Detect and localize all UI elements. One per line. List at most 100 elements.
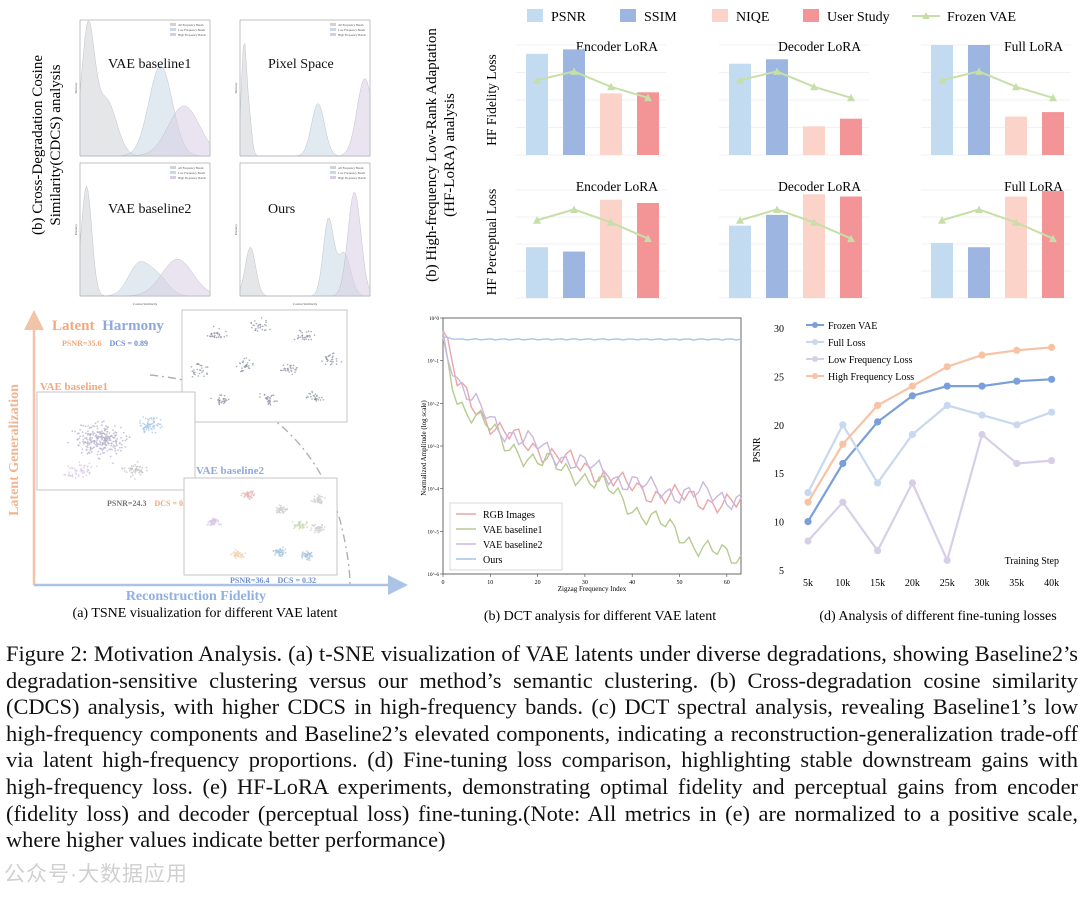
tsne-baseline2-box (183, 477, 338, 576)
psnr-ticks: 5 10 15 20 25 30 5k 10k 15k 20k 25k 30k 35k 40k (774, 324, 1059, 589)
tsne-point (139, 424, 142, 427)
tsne-point (329, 360, 332, 363)
tsne-point (161, 425, 163, 428)
tsne-point (97, 450, 100, 453)
tsne-point (301, 336, 304, 339)
figure-2: (b) Cross-Degradation Cosine Similarity(… (7, 9, 1071, 624)
dct-legend-label: VAE baseline2 (483, 540, 543, 551)
frozen-vae-marker (1012, 82, 1020, 91)
tsne-point (308, 555, 311, 558)
psnr-point (804, 537, 812, 545)
tsne-point (219, 401, 221, 404)
tsne-point (68, 473, 70, 475)
tsne-point (321, 396, 323, 399)
tsne-point (248, 367, 251, 370)
tsne-point (109, 439, 112, 442)
tsne-point (275, 509, 278, 512)
tsne-point (83, 464, 86, 467)
tsne-point (228, 398, 230, 401)
tsne-point (104, 437, 106, 440)
tsne-point (257, 325, 259, 328)
tsne-point (82, 466, 85, 469)
tsne-point (150, 423, 153, 426)
hflora-col-title: Full LoRA (1004, 179, 1063, 194)
legend-swatch (712, 9, 728, 22)
tsne-point (151, 422, 154, 425)
tsne-point (208, 523, 211, 526)
tsne-point (89, 440, 92, 442)
tsne-point (305, 550, 308, 552)
tsne-point (301, 551, 304, 553)
tsne-point (264, 323, 266, 326)
tsne-point (335, 360, 338, 362)
tsne-point (143, 423, 146, 426)
tsne-point (116, 438, 118, 440)
tsne-point (219, 394, 221, 396)
bar (600, 93, 622, 155)
tsne-point (68, 467, 71, 470)
tsne-point (220, 523, 223, 526)
tsne-point (313, 398, 316, 401)
frozen-vae-marker (773, 67, 781, 75)
tsne-point (301, 556, 304, 559)
tsne-point (112, 429, 114, 431)
tsne-point (281, 369, 283, 372)
tsne-point (276, 511, 279, 514)
tsne-point (142, 422, 145, 425)
tsne-point (241, 367, 243, 369)
tsne-point (242, 361, 244, 364)
tsne-point (67, 465, 70, 468)
frozen-vae-marker (810, 82, 818, 91)
tsne-point (260, 317, 263, 319)
psnr-point (943, 363, 951, 371)
tsne-point (315, 398, 317, 400)
tsne-point (316, 497, 319, 499)
tsne-point (101, 443, 104, 446)
tsne-point (245, 357, 248, 359)
tsne-point (314, 393, 317, 395)
tsne-point (270, 395, 273, 397)
cdcs-legend-swatch (170, 23, 176, 26)
tsne-point (265, 324, 267, 327)
tsne-point (79, 435, 81, 438)
tsne-point (78, 437, 81, 440)
tsne-point (114, 447, 117, 450)
psnr-legend-label: Frozen VAE (828, 321, 877, 332)
frozen-vae-marker (533, 76, 541, 84)
tsne-point (86, 452, 89, 455)
tsne-point (273, 400, 275, 403)
psnr-caption: (d) Analysis of different fine-tuning lo… (819, 609, 1056, 624)
cdcs-legend-label: High Frequency Bands (338, 33, 366, 37)
cdcs-subplot-title: Pixel Space (268, 57, 334, 72)
psnr-y-tick-label: 20 (774, 421, 784, 432)
tsne-point (295, 369, 297, 371)
bar (766, 59, 788, 155)
hflora-subplot: Encoder LoRA (516, 179, 666, 299)
psnr-x-label: Training Step (1005, 556, 1059, 567)
tsne-point (148, 417, 151, 420)
tsne-point (297, 334, 300, 337)
tsne-point (241, 369, 243, 372)
tsne-point (132, 465, 135, 468)
tsne-point (104, 447, 107, 449)
tsne-point (250, 496, 253, 498)
tsne-point (252, 324, 254, 326)
tsne-point (313, 501, 316, 503)
cdcs-legend-swatch (330, 166, 336, 169)
tsne-point (310, 330, 312, 333)
tsne-point (106, 426, 109, 429)
tsne-point (265, 319, 267, 322)
tsne-point (87, 469, 89, 472)
tsne-point (282, 364, 285, 366)
tsne-point (199, 364, 202, 367)
tsne-point (243, 365, 246, 368)
tsne-point (71, 474, 74, 477)
tsne-point (80, 424, 82, 427)
tsne-point (265, 321, 267, 324)
tsne-point (87, 430, 89, 433)
tsne-point (78, 464, 81, 467)
tsne-point (280, 549, 283, 552)
dct-chart: Normalized Amplitude (log scale) Zigzag … (420, 317, 742, 624)
tsne-point (313, 531, 316, 534)
